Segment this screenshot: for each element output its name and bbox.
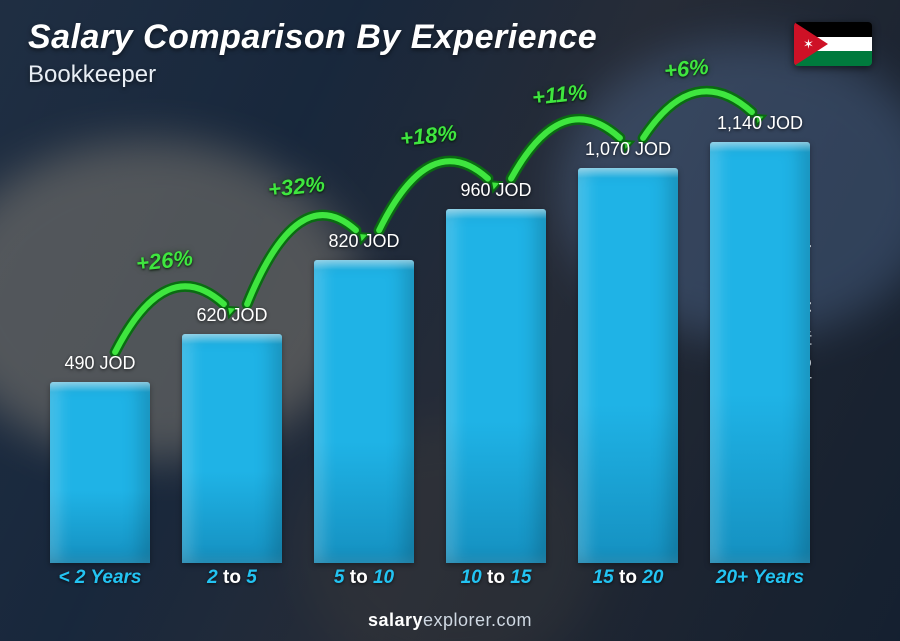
bar-column: 820 JOD	[304, 260, 424, 563]
x-axis-label: 5 to 10	[304, 567, 424, 597]
x-axis-label: 2 to 5	[172, 567, 292, 597]
bar: 1,140 JOD	[710, 142, 811, 563]
header: Salary Comparison By Experience Bookkeep…	[28, 18, 597, 89]
bar-value-label: 620 JOD	[196, 305, 267, 326]
bar-column: 1,140 JOD	[700, 142, 820, 563]
bar-value-label: 490 JOD	[64, 353, 135, 374]
bars-container: 490 JOD 620 JOD 820 JOD 960 JOD 1,070 JOD 1,1…	[40, 120, 820, 563]
footer-brand-rest: explorer.com	[423, 610, 532, 630]
country-flag-jordan: ✶	[794, 22, 872, 66]
bar-value-label: 1,070 JOD	[585, 139, 671, 160]
bar: 960 JOD	[446, 209, 547, 563]
page-subtitle: Bookkeeper	[28, 61, 597, 89]
bar-column: 490 JOD	[40, 382, 160, 563]
bar: 490 JOD	[50, 382, 151, 563]
bar-column: 620 JOD	[172, 334, 292, 563]
bar-value-label: 960 JOD	[460, 180, 531, 201]
bar-chart: +26%+32%+18%+11%+6% 490 JOD620 JOD820 JO…	[40, 120, 820, 563]
bar-value-label: 1,140 JOD	[717, 113, 803, 134]
x-axis-label: 15 to 20	[568, 567, 688, 597]
bar-column: 960 JOD	[436, 209, 556, 563]
bar: 820 JOD	[314, 260, 415, 563]
bar: 1,070 JOD	[578, 168, 679, 563]
x-axis-label: 10 to 15	[436, 567, 556, 597]
page-title: Salary Comparison By Experience	[28, 18, 597, 57]
footer-brand-bold: salary	[368, 610, 423, 630]
bar-value-label: 820 JOD	[328, 231, 399, 252]
bar-column: 1,070 JOD	[568, 168, 688, 563]
x-axis: < 2 Years 2 to 5 5 to 10 10 to 15 15 to 20 20…	[40, 567, 820, 597]
infographic-canvas: Salary Comparison By Experience Bookkeep…	[0, 0, 900, 641]
bar: 620 JOD	[182, 334, 283, 563]
flag-star-icon: ✶	[803, 38, 814, 51]
x-axis-label: < 2 Years	[40, 567, 160, 597]
x-axis-label: 20+ Years	[700, 567, 820, 597]
footer-brand: salaryexplorer.com	[0, 610, 900, 631]
